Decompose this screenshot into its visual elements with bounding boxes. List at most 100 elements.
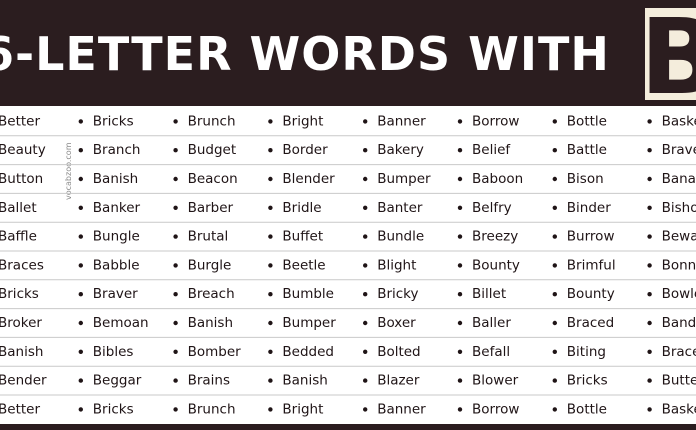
bullet xyxy=(268,119,273,124)
word: Burrow xyxy=(567,229,615,245)
bullet xyxy=(457,407,463,412)
bullet xyxy=(173,234,178,239)
word: Banar xyxy=(662,171,696,187)
bullet xyxy=(363,378,368,383)
word: Brutal xyxy=(188,229,229,245)
bullet xyxy=(173,349,178,354)
bullet xyxy=(363,292,368,297)
bullet xyxy=(552,349,557,354)
word: Bomber xyxy=(188,344,242,360)
word: Bricks xyxy=(93,113,134,129)
bullet xyxy=(457,234,463,239)
big-letter: B xyxy=(640,0,696,118)
bullet xyxy=(363,148,368,153)
word: Bricks xyxy=(567,373,608,389)
word: Brains xyxy=(188,373,230,389)
bullet xyxy=(268,176,273,182)
word: Banner xyxy=(377,401,426,417)
bullet xyxy=(552,234,557,239)
bullet xyxy=(173,148,178,153)
word: Bridle xyxy=(282,200,321,216)
word: Belief xyxy=(472,142,511,158)
word: Bolted xyxy=(377,344,420,360)
word: Biting xyxy=(567,344,606,360)
word: Banish xyxy=(188,315,233,331)
bullet xyxy=(552,407,557,412)
bullet xyxy=(78,119,84,124)
watermark: vocabzoo.com xyxy=(64,142,73,200)
bullet xyxy=(647,205,652,210)
word: Bemoan xyxy=(93,315,149,331)
word: Bricks xyxy=(93,401,134,417)
word: Billet xyxy=(472,286,506,302)
bullet xyxy=(173,176,178,182)
word: Blender xyxy=(282,171,335,187)
bullet xyxy=(457,378,463,383)
word: Bisho xyxy=(662,200,696,216)
word: Baske xyxy=(662,401,696,417)
bullet xyxy=(173,263,178,268)
word: Braced xyxy=(567,315,614,331)
bullet xyxy=(552,263,557,268)
word: Blazer xyxy=(377,373,420,389)
bullet xyxy=(647,407,652,412)
word: Bright xyxy=(282,401,323,417)
bullet xyxy=(78,349,84,354)
word: Borrow xyxy=(472,113,519,129)
bullet xyxy=(647,378,652,383)
bullet xyxy=(268,378,273,383)
word: Budget xyxy=(188,142,237,158)
word: Blight xyxy=(377,257,416,273)
word: Bumble xyxy=(282,286,334,302)
bullet xyxy=(268,292,273,297)
word: Bowle xyxy=(662,286,696,302)
bullet xyxy=(268,148,273,153)
bullet xyxy=(78,407,84,412)
bullet xyxy=(647,234,652,239)
bullet xyxy=(647,292,652,297)
bullet xyxy=(78,320,84,326)
word: Bundle xyxy=(377,229,424,245)
word: Bumper xyxy=(282,315,336,331)
bullet xyxy=(173,119,178,124)
word: Banish xyxy=(282,373,327,389)
word: Bumper xyxy=(377,171,431,187)
bullet xyxy=(647,263,652,268)
word: Bricks xyxy=(0,286,39,302)
word: Burgle xyxy=(188,257,232,273)
word: Banter xyxy=(377,200,423,216)
bullet xyxy=(173,320,178,326)
word: Bottle xyxy=(567,401,607,417)
word: Bounty xyxy=(567,286,615,302)
word: Brunch xyxy=(188,401,236,417)
bullet xyxy=(552,292,557,297)
word: Bewa xyxy=(662,229,696,245)
word: Broker xyxy=(0,315,42,331)
bullet xyxy=(363,320,368,326)
word: Bungle xyxy=(93,229,140,245)
word: Battle xyxy=(567,142,607,158)
bullet xyxy=(457,292,463,297)
bullet xyxy=(78,378,84,383)
bullet xyxy=(552,320,557,326)
bullet xyxy=(363,205,368,210)
bullet xyxy=(457,205,463,210)
word: Brace xyxy=(662,344,696,360)
word: Bison xyxy=(567,171,604,187)
footer-band xyxy=(0,424,696,430)
bullet xyxy=(78,292,84,297)
word: Bottle xyxy=(567,113,607,129)
word: Baffle xyxy=(0,229,37,245)
bullet xyxy=(457,320,463,326)
bullet xyxy=(363,234,368,239)
bullet xyxy=(78,205,84,210)
word: Banner xyxy=(377,113,426,129)
word: Borrow xyxy=(472,401,519,417)
word: Breezy xyxy=(472,229,518,245)
word: Brave xyxy=(662,142,696,158)
bullet xyxy=(268,234,273,239)
bullet xyxy=(457,176,463,182)
word: Butte xyxy=(662,373,696,389)
word: Bricky xyxy=(377,286,418,302)
